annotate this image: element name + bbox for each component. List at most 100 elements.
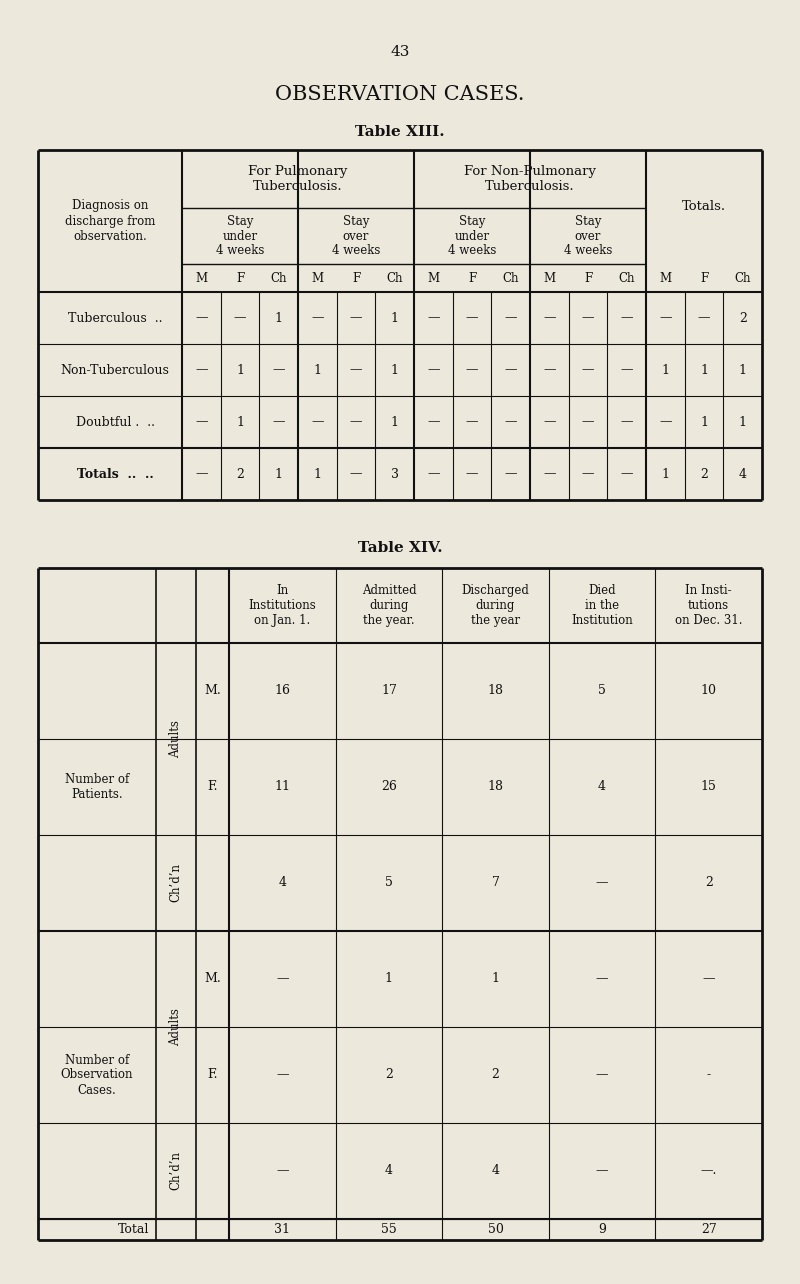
Text: For Non-Pulmonary
Tuberculosis.: For Non-Pulmonary Tuberculosis. (464, 166, 596, 193)
Text: 4: 4 (598, 781, 606, 794)
Text: 17: 17 (381, 684, 397, 697)
Text: 1: 1 (738, 416, 746, 429)
Text: Totals  ..  ..: Totals .. .. (77, 467, 154, 480)
Text: Ch: Ch (386, 271, 403, 285)
Text: In
Institutions
on Jan. 1.: In Institutions on Jan. 1. (249, 584, 316, 627)
Text: F: F (352, 271, 360, 285)
Text: Table XIII.: Table XIII. (355, 125, 445, 139)
Text: —: — (596, 1165, 608, 1177)
Text: 2: 2 (738, 312, 746, 325)
Text: —: — (273, 363, 285, 376)
Text: F: F (468, 271, 476, 285)
Text: —: — (621, 467, 633, 480)
Text: —: — (427, 416, 439, 429)
Text: 1: 1 (390, 363, 398, 376)
Text: M: M (311, 271, 323, 285)
Text: 4: 4 (738, 467, 746, 480)
Text: —: — (621, 312, 633, 325)
Text: —: — (596, 877, 608, 890)
Text: Admitted
during
the year.: Admitted during the year. (362, 584, 416, 627)
Text: Adults: Adults (170, 720, 182, 758)
Text: —: — (466, 467, 478, 480)
Text: —: — (273, 416, 285, 429)
Text: OBSERVATION CASES.: OBSERVATION CASES. (275, 86, 525, 104)
Text: 7: 7 (491, 877, 499, 890)
Text: M.: M. (204, 684, 221, 697)
Text: —: — (621, 416, 633, 429)
Text: F: F (584, 271, 592, 285)
Text: 26: 26 (381, 781, 397, 794)
Text: —: — (466, 363, 478, 376)
Text: Number of
Patients.: Number of Patients. (65, 773, 129, 801)
Text: 1: 1 (700, 416, 708, 429)
Text: Stay
under
4 weeks: Stay under 4 weeks (216, 214, 264, 258)
Text: —: — (582, 363, 594, 376)
Text: 1: 1 (274, 467, 282, 480)
Text: M: M (543, 271, 555, 285)
Text: —: — (659, 416, 671, 429)
Text: Ch’d’n: Ch’d’n (170, 1152, 182, 1190)
Text: 10: 10 (701, 684, 717, 697)
Text: 3: 3 (390, 467, 398, 480)
Text: 1: 1 (385, 972, 393, 986)
Text: —: — (350, 467, 362, 480)
Text: 1: 1 (491, 972, 499, 986)
Text: —: — (505, 312, 517, 325)
Text: —.: —. (701, 1165, 717, 1177)
Text: 1: 1 (314, 467, 322, 480)
Text: 9: 9 (598, 1222, 606, 1236)
Text: —: — (466, 312, 478, 325)
Text: Adults: Adults (170, 1008, 182, 1046)
Text: Table XIV.: Table XIV. (358, 541, 442, 555)
Text: —: — (582, 416, 594, 429)
Text: 15: 15 (701, 781, 717, 794)
Text: 18: 18 (487, 781, 503, 794)
Text: 1: 1 (314, 363, 322, 376)
Text: —: — (505, 467, 517, 480)
Text: Stay
over
4 weeks: Stay over 4 weeks (564, 214, 612, 258)
Text: —: — (276, 972, 289, 986)
Text: —: — (698, 312, 710, 325)
Text: 4: 4 (385, 1165, 393, 1177)
Text: 1: 1 (274, 312, 282, 325)
Text: Ch: Ch (270, 271, 287, 285)
Text: 1: 1 (738, 363, 746, 376)
Text: 4: 4 (278, 877, 286, 890)
Text: Died
in the
Institution: Died in the Institution (571, 584, 633, 627)
Text: 1: 1 (390, 312, 398, 325)
Text: M: M (427, 271, 439, 285)
Text: 18: 18 (487, 684, 503, 697)
Text: Ch: Ch (734, 271, 751, 285)
Text: 1: 1 (390, 416, 398, 429)
Text: —: — (195, 416, 207, 429)
Text: —: — (350, 312, 362, 325)
Text: —: — (276, 1165, 289, 1177)
Text: M: M (659, 271, 671, 285)
Text: M: M (195, 271, 207, 285)
Text: Ch: Ch (618, 271, 635, 285)
Text: —: — (582, 312, 594, 325)
Text: In Insti-
tutions
on Dec. 31.: In Insti- tutions on Dec. 31. (675, 584, 742, 627)
Text: —: — (427, 467, 439, 480)
Text: 1: 1 (236, 363, 244, 376)
Text: M.: M. (204, 972, 221, 986)
Text: 2: 2 (700, 467, 708, 480)
Text: —: — (195, 363, 207, 376)
Text: —: — (195, 467, 207, 480)
Text: For Pulmonary
Tuberculosis.: For Pulmonary Tuberculosis. (248, 166, 348, 193)
Text: 1: 1 (700, 363, 708, 376)
Text: 27: 27 (701, 1222, 717, 1236)
Text: 16: 16 (274, 684, 290, 697)
Text: F: F (236, 271, 244, 285)
Text: 1: 1 (662, 467, 670, 480)
Text: —: — (427, 312, 439, 325)
Text: Ch: Ch (502, 271, 519, 285)
Text: 11: 11 (274, 781, 290, 794)
Text: 1: 1 (662, 363, 670, 376)
Text: Totals.: Totals. (682, 200, 726, 213)
Text: Number of
Observation
Cases.: Number of Observation Cases. (61, 1053, 134, 1097)
Text: Discharged
during
the year: Discharged during the year (462, 584, 530, 627)
Text: 4: 4 (491, 1165, 499, 1177)
Text: Stay
under
4 weeks: Stay under 4 weeks (448, 214, 496, 258)
Text: F: F (700, 271, 708, 285)
